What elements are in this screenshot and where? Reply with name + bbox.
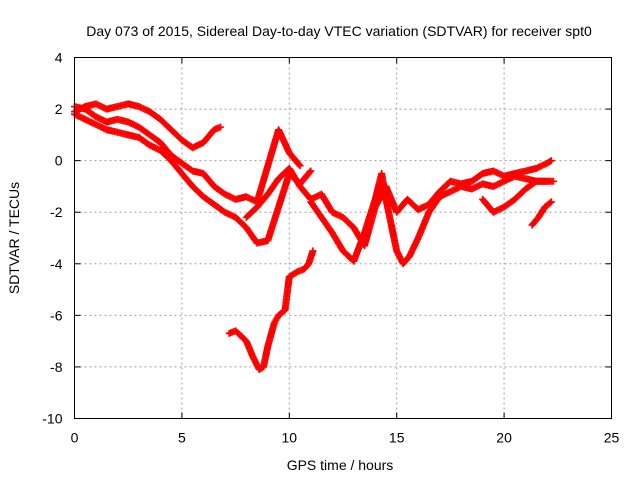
y-tick-label: -2 bbox=[50, 204, 63, 220]
y-tick-label: -10 bbox=[42, 411, 62, 427]
axis-ticks: 0 5 10 15 20 25 -10 -8 -6 -4 -2 0 2 4 bbox=[42, 50, 619, 446]
data-point bbox=[296, 162, 304, 170]
data-point bbox=[543, 177, 551, 185]
x-tick-label: 5 bbox=[178, 430, 186, 446]
series-track-2 bbox=[71, 102, 304, 206]
y-tick-label: -4 bbox=[50, 256, 63, 272]
x-tick-label: 10 bbox=[282, 430, 298, 446]
x-tick-label: 15 bbox=[389, 430, 405, 446]
series-track-5 bbox=[307, 170, 558, 268]
series-track-3 bbox=[71, 100, 225, 152]
series-track-8 bbox=[528, 198, 555, 229]
y-tick-label: -6 bbox=[50, 307, 63, 323]
y-tick-label: 2 bbox=[55, 101, 63, 117]
data-point-fill bbox=[295, 161, 303, 169]
data-point-fill bbox=[546, 199, 554, 207]
data-markers bbox=[71, 100, 558, 374]
data-point bbox=[547, 157, 555, 165]
data-point bbox=[309, 247, 317, 255]
data-point-fill bbox=[546, 158, 554, 166]
series-track-6 bbox=[225, 247, 317, 374]
y-tick-label: -8 bbox=[50, 359, 63, 375]
y-tick-label: 4 bbox=[55, 50, 63, 66]
data-point bbox=[547, 198, 555, 206]
chart-title: Day 073 of 2015, Sidereal Day-to-day VTE… bbox=[86, 23, 592, 39]
x-tick-label: 0 bbox=[71, 430, 79, 446]
plot-frame bbox=[74, 57, 612, 419]
data-point bbox=[217, 123, 225, 131]
data-point-fill bbox=[306, 168, 314, 176]
x-tick-label: 20 bbox=[496, 430, 512, 446]
x-axis-label: GPS time / hours bbox=[287, 457, 394, 473]
series-track-7 bbox=[479, 177, 551, 216]
grid-lines bbox=[74, 57, 612, 419]
x-tick-label: 25 bbox=[604, 430, 620, 446]
y-axis-label: SDTVAR / TECUs bbox=[6, 182, 22, 294]
data-point bbox=[550, 177, 558, 185]
data-point bbox=[307, 167, 315, 175]
y-tick-label: 0 bbox=[55, 153, 63, 169]
